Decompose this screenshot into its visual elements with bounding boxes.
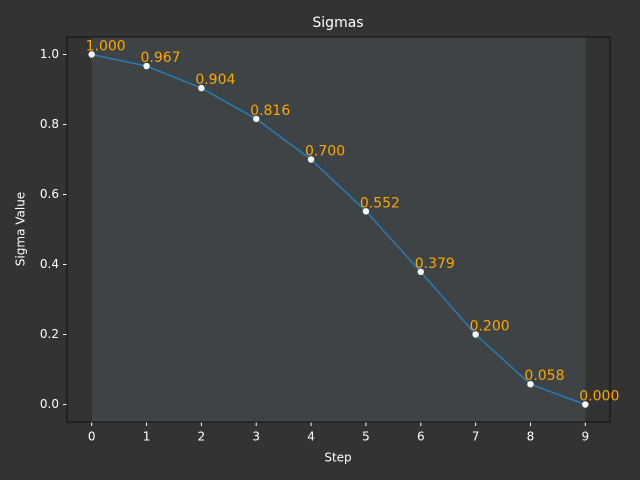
value-label: 0.379 <box>415 256 455 272</box>
value-label: 0.904 <box>195 72 235 88</box>
value-label: 0.552 <box>360 195 400 211</box>
point <box>253 115 260 123</box>
value-label: 1.000 <box>86 39 126 55</box>
point <box>472 331 479 338</box>
y-tick-label: 0.8 <box>40 117 59 131</box>
y-tick-label: 0.4 <box>40 257 59 271</box>
x-tick-label: 2 <box>198 430 206 444</box>
y-tick-label: 0.0 <box>40 397 59 411</box>
x-tick-label: 7 <box>472 430 480 444</box>
x-tick-label: 9 <box>581 430 589 444</box>
x-tick-label: 5 <box>362 430 370 444</box>
x-tick-label: 4 <box>307 430 315 444</box>
x-tick-label: 0 <box>88 430 96 444</box>
shaded-span <box>91 37 586 422</box>
x-tick-label: 6 <box>417 430 425 444</box>
chart-title: Sigmas <box>312 15 363 31</box>
y-tick-label: 0.2 <box>40 327 59 341</box>
axes-frame <box>66 36 611 423</box>
value-label: 0.058 <box>524 368 564 384</box>
y-tick-label: 0.6 <box>40 187 59 201</box>
point <box>417 268 424 276</box>
point <box>198 84 205 92</box>
point <box>362 208 370 215</box>
x-axis-label: Step <box>324 451 351 465</box>
value-label: 0.000 <box>579 389 619 405</box>
value-label: 0.967 <box>140 50 180 66</box>
value-label: 0.200 <box>470 319 510 335</box>
value-label: 0.816 <box>250 103 290 119</box>
x-tick-label: 1 <box>143 430 151 444</box>
x-tick-label: 3 <box>252 430 260 444</box>
point <box>88 51 95 58</box>
point <box>527 381 534 388</box>
point <box>143 62 150 70</box>
y-axis-label: Sigma Value <box>14 192 28 266</box>
x-tick-label: 8 <box>527 430 535 444</box>
point <box>307 156 315 163</box>
y-tick-label: 1.0 <box>40 47 59 61</box>
line <box>91 53 586 406</box>
point <box>582 401 589 408</box>
value-label: 0.700 <box>305 144 345 160</box>
